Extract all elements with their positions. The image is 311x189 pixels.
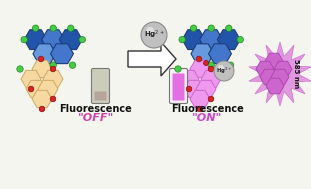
- Polygon shape: [196, 80, 216, 98]
- Circle shape: [69, 62, 76, 68]
- Circle shape: [28, 86, 34, 92]
- Circle shape: [218, 65, 224, 71]
- Circle shape: [175, 66, 181, 72]
- Polygon shape: [43, 70, 63, 88]
- Circle shape: [50, 25, 56, 31]
- Polygon shape: [256, 61, 274, 77]
- Polygon shape: [42, 30, 65, 50]
- Circle shape: [146, 27, 154, 35]
- Polygon shape: [38, 80, 58, 98]
- Circle shape: [186, 86, 192, 92]
- Polygon shape: [209, 44, 231, 64]
- Polygon shape: [260, 69, 278, 85]
- Polygon shape: [191, 44, 214, 64]
- Polygon shape: [201, 70, 221, 88]
- FancyBboxPatch shape: [169, 68, 188, 104]
- Polygon shape: [217, 30, 240, 50]
- Circle shape: [38, 56, 44, 62]
- Circle shape: [67, 25, 74, 31]
- Circle shape: [32, 25, 39, 31]
- Circle shape: [197, 106, 203, 112]
- Polygon shape: [51, 44, 73, 64]
- Polygon shape: [24, 30, 47, 50]
- Polygon shape: [265, 53, 283, 69]
- Circle shape: [214, 61, 234, 81]
- Text: Hg$^{2+}$: Hg$^{2+}$: [216, 66, 232, 76]
- FancyBboxPatch shape: [95, 91, 106, 101]
- Circle shape: [141, 22, 167, 48]
- Circle shape: [50, 62, 56, 68]
- Text: Fluorescence: Fluorescence: [60, 104, 132, 114]
- Circle shape: [203, 60, 208, 66]
- Text: Fluorescence: Fluorescence: [171, 104, 244, 114]
- Circle shape: [39, 106, 45, 112]
- Polygon shape: [21, 70, 41, 88]
- Text: Hg$^{2+}$: Hg$^{2+}$: [144, 29, 164, 41]
- Text: 585 nm: 585 nm: [293, 59, 299, 89]
- Polygon shape: [266, 78, 284, 94]
- Circle shape: [237, 36, 244, 43]
- Polygon shape: [190, 60, 210, 78]
- Polygon shape: [32, 90, 52, 108]
- Text: "ON": "ON": [192, 113, 222, 123]
- Polygon shape: [190, 90, 210, 108]
- Polygon shape: [33, 44, 56, 64]
- Circle shape: [50, 96, 56, 102]
- Polygon shape: [249, 42, 311, 106]
- Circle shape: [190, 25, 197, 31]
- Circle shape: [225, 25, 232, 31]
- Polygon shape: [179, 70, 199, 88]
- Circle shape: [208, 66, 214, 72]
- Polygon shape: [32, 60, 52, 78]
- Circle shape: [208, 96, 214, 102]
- Circle shape: [227, 62, 234, 68]
- Circle shape: [179, 36, 185, 43]
- Polygon shape: [200, 30, 223, 50]
- Circle shape: [196, 56, 202, 62]
- Polygon shape: [26, 80, 46, 98]
- Circle shape: [79, 36, 86, 43]
- Circle shape: [50, 66, 56, 72]
- Polygon shape: [182, 30, 205, 50]
- Polygon shape: [59, 30, 82, 50]
- Circle shape: [208, 25, 214, 31]
- Text: "OFF": "OFF": [78, 113, 114, 123]
- FancyBboxPatch shape: [173, 74, 184, 101]
- Polygon shape: [271, 69, 289, 85]
- Polygon shape: [274, 61, 292, 77]
- Polygon shape: [184, 80, 204, 98]
- FancyBboxPatch shape: [91, 68, 109, 104]
- Polygon shape: [128, 42, 176, 76]
- Circle shape: [208, 62, 214, 68]
- Circle shape: [17, 66, 23, 72]
- Circle shape: [21, 36, 27, 43]
